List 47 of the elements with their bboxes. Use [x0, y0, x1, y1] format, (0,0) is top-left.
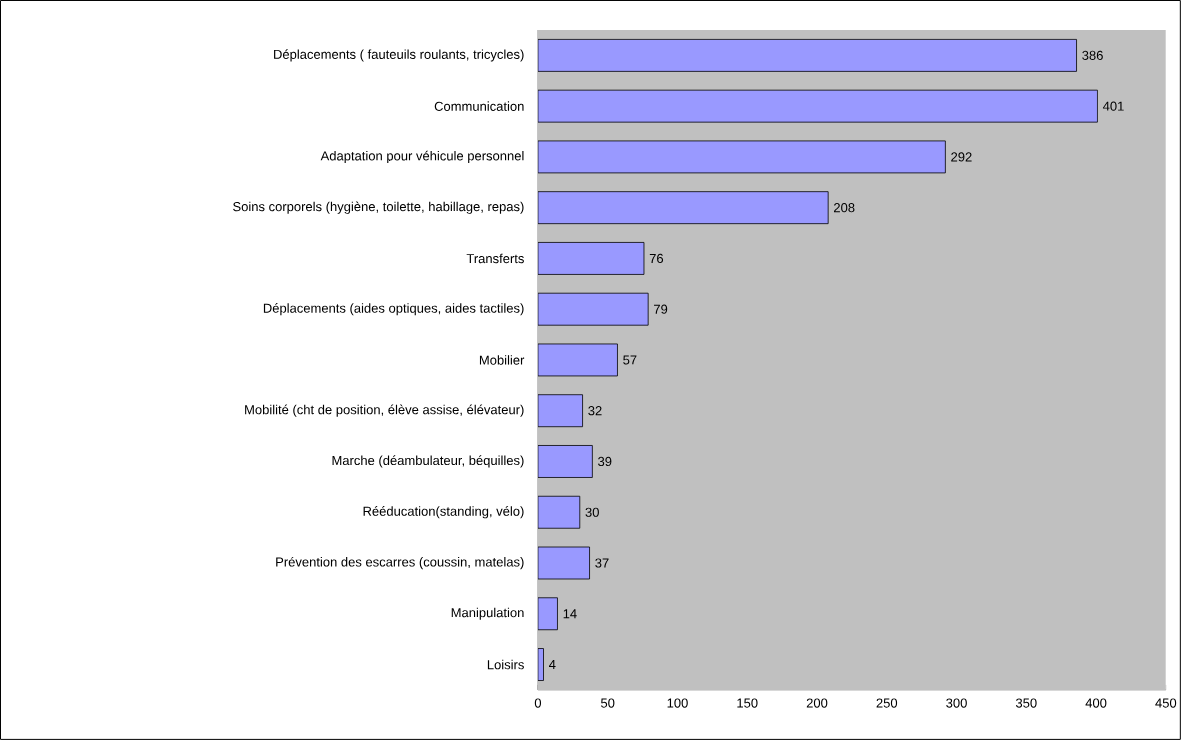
data-label: 37 [595, 558, 609, 568]
bar [537, 343, 618, 377]
bar [537, 292, 649, 326]
y-tick-label: Déplacements (aides optiques, aides tactiles) [263, 303, 524, 316]
x-tick-label: 100 [667, 698, 688, 708]
bar [537, 89, 1098, 123]
x-tick-label: 450 [1155, 698, 1177, 708]
x-tick-label: 400 [1085, 698, 1107, 708]
y-tick-label: Soins corporels (hygiène, toilette, habillage, repas) [233, 201, 524, 214]
y-tick-label: Prévention des escarres (coussin, matelas) [276, 556, 524, 570]
bar [537, 140, 946, 174]
data-label: 208 [834, 203, 855, 213]
y-tick-label: Déplacements ( fauteuils roulants, tricycles) [274, 49, 524, 62]
x-tick-label: 200 [806, 698, 828, 708]
x-tick-label: 50 [600, 698, 615, 708]
bar [537, 546, 590, 580]
x-tick-label: 300 [946, 698, 967, 708]
bar [537, 191, 829, 225]
y-tick-label: Transferts [466, 253, 524, 264]
y-tick-label: Adaptation pour véhicule personnel [320, 150, 524, 164]
bar [537, 495, 581, 529]
x-tick-label: 350 [1015, 698, 1037, 708]
data-label: 292 [951, 152, 972, 162]
data-label: 57 [623, 355, 637, 365]
y-tick-label: Marche (déambulateur, béquilles) [332, 455, 524, 468]
data-label: 4 [549, 660, 556, 670]
data-label: 39 [598, 456, 612, 467]
data-label: 14 [563, 609, 577, 619]
bar [537, 394, 583, 428]
y-tick-label: Rééducation(standing, vélo) [363, 506, 524, 519]
x-tick-label: 0 [534, 698, 542, 708]
bar [537, 242, 645, 275]
data-label: 30 [585, 507, 599, 517]
x-tick-label: 250 [876, 698, 898, 708]
y-tick-label: Loisirs [487, 659, 524, 670]
data-label: 79 [654, 304, 668, 314]
data-label: 76 [649, 253, 664, 264]
y-tick-label: Mobilier [479, 355, 525, 365]
bar [537, 445, 593, 478]
data-label: 386 [1082, 50, 1103, 61]
data-label: 401 [1102, 101, 1124, 111]
bar [537, 39, 1077, 72]
y-tick-label: Mobilité (cht de position, élève assise, élévateur) [245, 404, 524, 417]
y-tick-label: Manipulation [451, 607, 524, 620]
x-tick-label: 150 [737, 698, 758, 708]
y-tick-label: Communication [434, 101, 524, 111]
data-label: 32 [588, 406, 602, 416]
